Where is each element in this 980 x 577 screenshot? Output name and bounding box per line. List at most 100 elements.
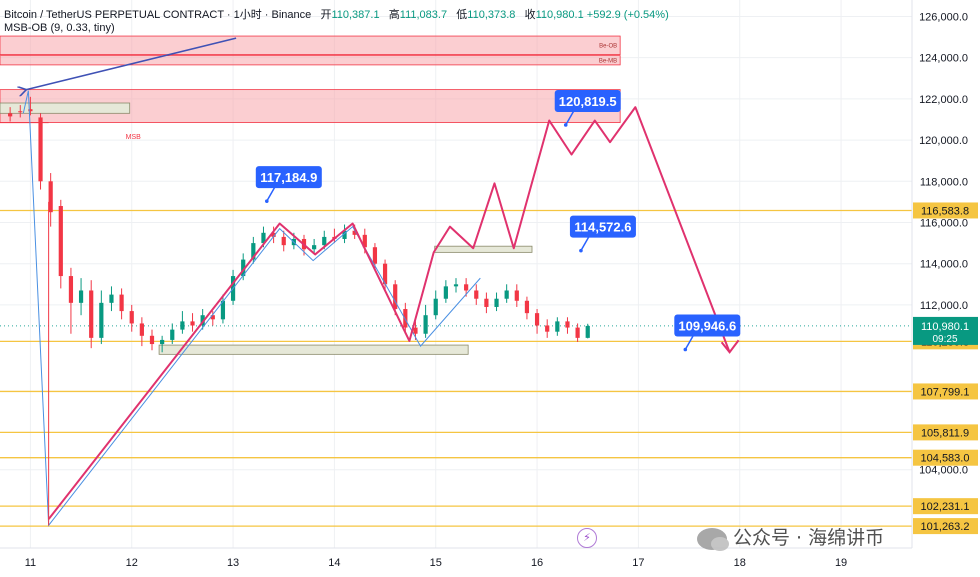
candle-body: [261, 232, 266, 244]
level-tag: [913, 202, 978, 219]
callout-pointer: [684, 335, 694, 350]
x-tick-label: 12: [126, 557, 138, 569]
candle-body: [565, 321, 570, 328]
candle-body: [190, 321, 195, 326]
candle-body: [38, 117, 43, 182]
candles: [8, 96, 590, 353]
level-tag-text: 107,799.1: [921, 386, 970, 398]
time-axis-bg: [0, 548, 912, 572]
level-tag: [913, 424, 978, 441]
drawings: [22, 37, 740, 527]
candle-body: [18, 111, 23, 113]
candle-body: [545, 325, 550, 332]
candle-body: [220, 300, 226, 320]
candle-body: [382, 263, 388, 285]
y-tick-label: 118,000.0: [920, 176, 968, 188]
price-axis-bg: [912, 0, 980, 572]
x-tick-label: 15: [430, 557, 442, 569]
candle-body: [271, 232, 276, 237]
ohlc-close: 收110,980.1: [524, 9, 584, 21]
msb-label: MSB: [126, 134, 142, 141]
y-tick-label: 126,000.0: [919, 11, 968, 23]
candle-body: [180, 321, 185, 330]
y-tick-label: 120,000.0: [919, 135, 968, 147]
price-tag-text: 110,980.1: [921, 321, 969, 333]
projection-arrowhead: [720, 339, 740, 354]
level-tag: [913, 383, 978, 400]
candle-body: [504, 290, 509, 299]
candle-body: [413, 327, 418, 334]
x-tick-label: 13: [227, 557, 239, 569]
candle-body: [372, 247, 378, 264]
candle-body: [149, 335, 155, 345]
x-tick-label: 14: [328, 557, 340, 569]
price-countdown: 09:25: [932, 334, 957, 345]
x-tick-label: 19: [835, 557, 847, 569]
candle-body: [68, 276, 74, 303]
candle-body: [342, 230, 347, 239]
callout-dot: [683, 347, 688, 352]
callout-box: [554, 89, 621, 112]
y-tick-label: 122,000.0: [919, 94, 968, 106]
callout-dot: [265, 199, 269, 203]
callout-box: [569, 215, 636, 238]
level-tag: [913, 498, 978, 515]
candle-body: [555, 321, 560, 332]
box-rect: [158, 344, 469, 355]
y-tick-label: 112,000.0: [920, 300, 968, 312]
candle-body: [352, 230, 357, 235]
candle-body: [484, 298, 489, 307]
candle-body: [322, 236, 327, 246]
candle-body: [443, 286, 448, 299]
callout-pointer: [580, 236, 590, 251]
chart-header: Bitcoin / TetherUS PERPETUAL CONTRACT · …: [4, 6, 669, 22]
candle-body: [514, 290, 519, 301]
time-axis: 11 12 13 14 15 16 17 18 19: [0, 547, 912, 572]
callout-text: 117,184.9: [260, 170, 317, 185]
callout-pointer: [266, 186, 276, 202]
candle-body: [8, 113, 13, 117]
level-tag: [913, 518, 978, 535]
candle-body: [89, 290, 94, 338]
y-tick-label: 114,000.0: [920, 259, 968, 271]
level-tag-text: 116,583.8: [921, 205, 969, 217]
level-tag-text: 105,811.9: [921, 427, 969, 439]
candle-body: [129, 311, 134, 324]
callout-box: [255, 166, 322, 189]
callout-text: 109,946.6: [678, 319, 736, 334]
price-axis: 126,000.0 124,000.0 122,000.0 120,000.0 118,…: [911, 0, 980, 572]
zone-rect: [0, 55, 621, 66]
callout-box: [674, 314, 741, 337]
level-tag-text: 104,583.0: [921, 453, 970, 465]
level-tag-text: 102,231.1: [921, 501, 970, 513]
lightning-icon[interactable]: ⚡: [577, 528, 597, 548]
callout-pointer: [565, 110, 575, 126]
zigzag-line: [22, 90, 481, 527]
x-tick-label: 17: [632, 557, 644, 569]
box-rect: [434, 245, 533, 253]
indicator-label[interactable]: MSB-OB (9, 0.33, tiny): [4, 22, 115, 34]
zone-label: Be-MB: [599, 58, 617, 64]
candle-body: [78, 290, 84, 303]
y-tick-label: 124,000.0: [919, 53, 968, 65]
callout-dot: [563, 123, 568, 127]
grid: [0, 0, 912, 548]
candle-body: [160, 339, 165, 345]
y-tick-label: 116,000.0: [920, 217, 968, 229]
callout-text: 120,819.5: [559, 94, 617, 109]
watermark: 公众号 · 海绵讲币: [697, 523, 884, 551]
candle-body: [464, 284, 469, 291]
candle-body: [534, 313, 540, 326]
ohlc-high: 高111,083.7: [388, 9, 448, 21]
ohlc-low: 低110,373.8: [456, 9, 516, 21]
candle-body: [362, 234, 367, 248]
price-tag: [913, 316, 978, 345]
candle-body: [251, 243, 256, 260]
candle-body: [210, 315, 215, 320]
projection-path: [47, 106, 731, 520]
candle-body: [494, 298, 499, 307]
candle-body: [585, 325, 590, 338]
box-rect: [0, 102, 131, 114]
